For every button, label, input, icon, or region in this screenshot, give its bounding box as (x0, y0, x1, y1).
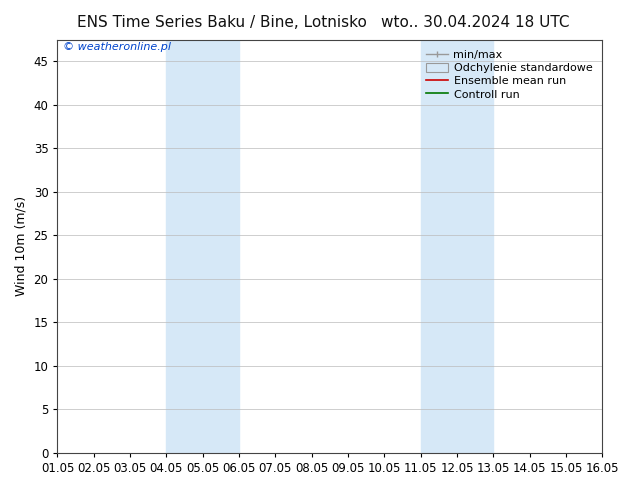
Legend: min/max, Odchylenie standardowe, Ensemble mean run, Controll run: min/max, Odchylenie standardowe, Ensembl… (421, 45, 597, 104)
Text: © weatheronline.pl: © weatheronline.pl (63, 42, 171, 51)
Text: wto.. 30.04.2024 18 UTC: wto.. 30.04.2024 18 UTC (381, 15, 570, 30)
Bar (420, 40, 493, 453)
Bar (166, 40, 239, 453)
Text: ENS Time Series Baku / Bine, Lotnisko: ENS Time Series Baku / Bine, Lotnisko (77, 15, 367, 30)
Y-axis label: Wind 10m (m/s): Wind 10m (m/s) (15, 196, 28, 296)
